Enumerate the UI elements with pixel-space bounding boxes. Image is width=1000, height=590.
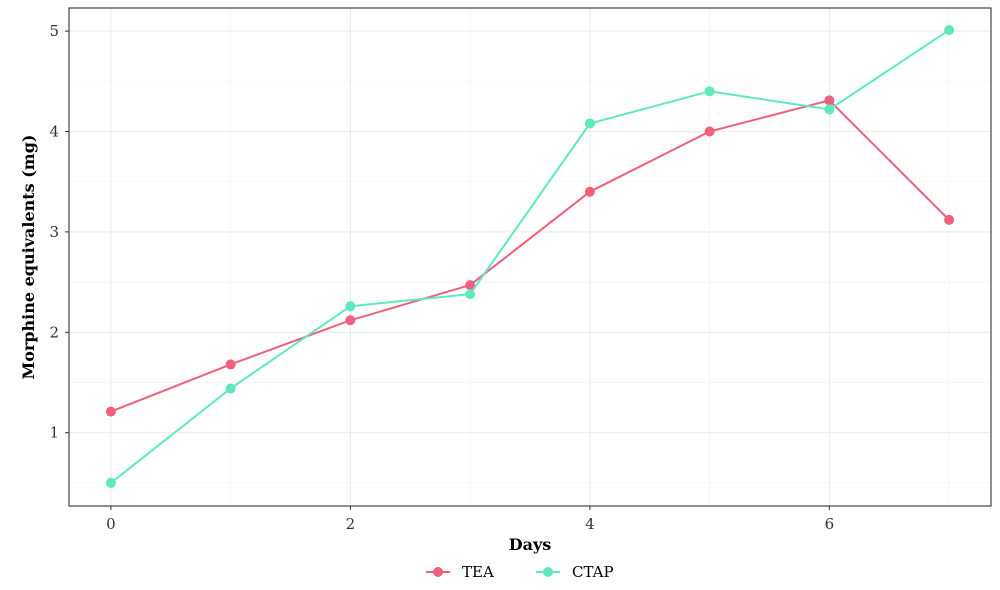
data-point-tea — [944, 214, 955, 225]
y-tick-label: 1 — [49, 424, 59, 442]
x-tick-label: 2 — [346, 515, 356, 533]
axis-ticks — [65, 30, 830, 510]
data-point-ctap — [704, 86, 715, 97]
y-tick-label: 2 — [49, 323, 59, 341]
legend-key-point — [543, 567, 553, 577]
minor-gridlines — [69, 8, 991, 506]
legend-label: TEA — [462, 563, 494, 581]
x-tick-label: 4 — [585, 515, 595, 533]
legend-key-point — [433, 567, 443, 577]
y-axis-title: Morphine equivalents (mg) — [19, 135, 38, 380]
data-point-tea — [824, 95, 835, 106]
y-axis-tick-labels: 1 2 3 4 5 — [49, 22, 59, 442]
x-tick-label: 6 — [825, 515, 835, 533]
data-point-ctap — [584, 118, 595, 129]
y-tick-label: 5 — [49, 22, 59, 40]
y-tick-label: 4 — [49, 122, 59, 140]
x-axis-tick-labels: 0 2 4 6 — [106, 515, 834, 533]
data-point-ctap — [225, 383, 236, 394]
major-gridlines — [69, 8, 991, 506]
legend-item-ctap: CTAP — [536, 563, 614, 581]
series-ctap — [105, 25, 955, 488]
legend: TEA CTAP — [426, 563, 614, 581]
data-point-tea — [704, 126, 715, 137]
data-point-tea — [465, 280, 476, 291]
data-point-ctap — [105, 477, 116, 488]
data-point-tea — [584, 186, 595, 197]
series-layer — [105, 25, 955, 488]
data-point-ctap — [345, 301, 356, 312]
series-line-tea — [110, 99, 950, 413]
series-tea — [105, 95, 955, 417]
data-point-ctap — [824, 104, 835, 115]
data-point-tea — [345, 315, 356, 326]
series-line-ctap — [110, 29, 950, 484]
legend-item-tea: TEA — [426, 563, 494, 581]
plot-panel-border — [68, 7, 992, 507]
x-tick-label: 0 — [106, 515, 116, 533]
y-tick-label: 3 — [49, 223, 59, 241]
data-point-ctap — [465, 289, 476, 300]
legend-label: CTAP — [572, 563, 614, 581]
x-axis-title: Days — [509, 535, 552, 554]
data-point-tea — [105, 406, 116, 417]
data-point-tea — [225, 359, 236, 370]
data-point-ctap — [944, 25, 955, 36]
